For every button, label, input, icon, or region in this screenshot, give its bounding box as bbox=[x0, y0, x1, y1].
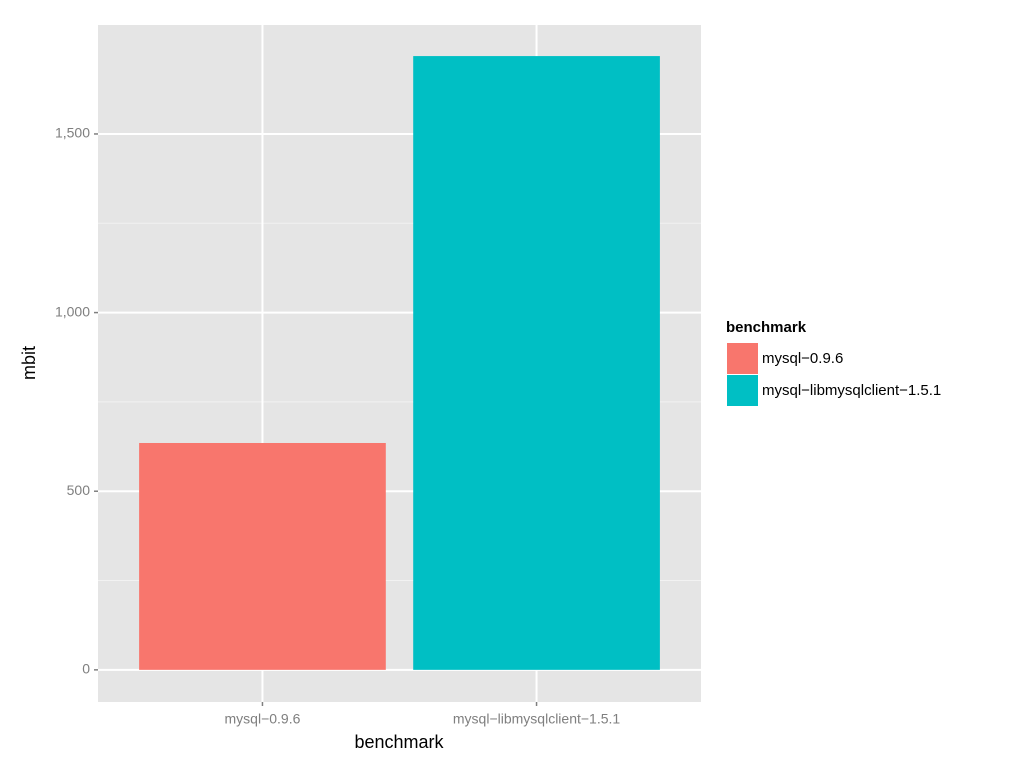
y-tick-label: 0 bbox=[82, 661, 90, 677]
x-axis-title: benchmark bbox=[354, 732, 444, 752]
x-tick-label: mysql−0.9.6 bbox=[225, 711, 301, 727]
legend-key bbox=[727, 375, 758, 406]
y-tick-label: 500 bbox=[67, 482, 91, 498]
y-tick-label: 1,500 bbox=[55, 125, 90, 141]
legend-label: mysql−0.9.6 bbox=[762, 350, 843, 367]
x-tick-label: mysql−libmysqlclient−1.5.1 bbox=[453, 711, 621, 727]
legend-label: mysql−libmysqlclient−1.5.1 bbox=[762, 382, 941, 399]
bar bbox=[413, 56, 660, 670]
y-axis-title: mbit bbox=[19, 346, 39, 380]
bar bbox=[139, 442, 386, 670]
legend-key bbox=[727, 343, 758, 374]
legend-title: benchmark bbox=[726, 319, 807, 336]
y-tick-label: 1,000 bbox=[55, 303, 90, 319]
